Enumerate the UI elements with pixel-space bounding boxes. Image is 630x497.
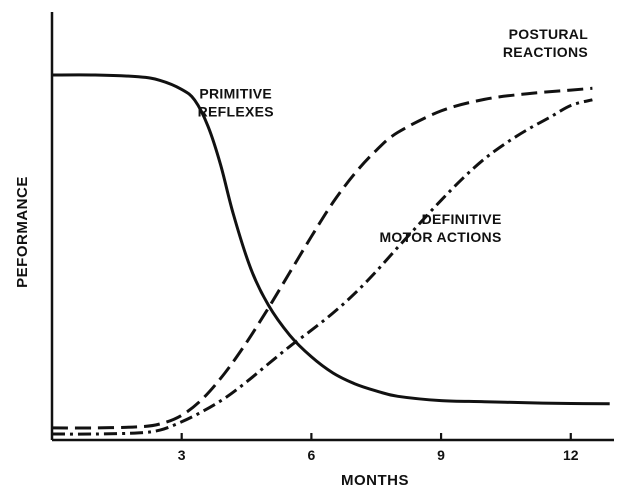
x-tick-label: 6 — [307, 447, 315, 463]
x-tick-label: 12 — [563, 447, 579, 463]
annotations: PRIMITIVE REFLEXES POSTURAL REACTIONS DEFINI… — [198, 26, 588, 245]
series-line-0 — [51, 73, 610, 406]
series-label-0: PRIMITIVE REFLEXES — [198, 85, 274, 119]
x-axis-title: MONTHS — [341, 472, 409, 489]
series-label-1: POSTURAL REACTIONS — [503, 26, 588, 60]
series-lines — [51, 73, 610, 436]
y-axis-title: PEFORMANCE — [14, 176, 31, 288]
x-tick-label: 3 — [178, 447, 186, 463]
axes: 3 6 9 12 — [50, 12, 614, 463]
x-tick-label: 9 — [437, 447, 445, 463]
series-line-1 — [51, 86, 593, 430]
series-label-2: DEFINITIVE MOTOR ACTIONS — [379, 211, 501, 245]
series-line-2 — [51, 98, 593, 436]
